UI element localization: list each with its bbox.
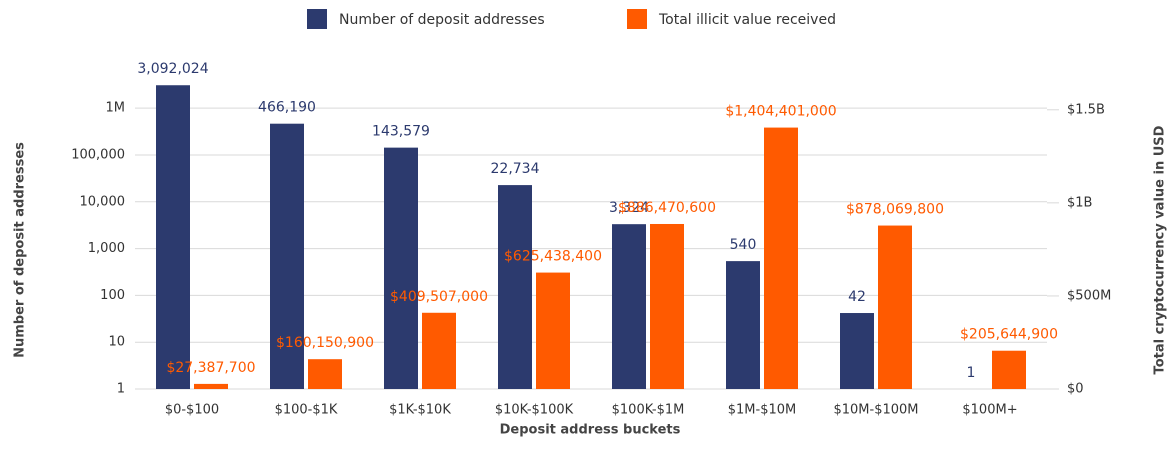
bar	[384, 147, 418, 389]
y2-tick-label: $0	[1067, 382, 1084, 397]
data-label: 22,734	[491, 161, 540, 177]
x-tick-label: $1K-$10K	[389, 403, 451, 418]
y-tick-label: 1M	[106, 101, 126, 116]
data-label: $886,470,600	[618, 200, 716, 216]
data-label: 1	[967, 365, 976, 381]
data-label: 42	[848, 289, 866, 305]
y-tick-label: 1,000	[88, 241, 125, 256]
y-tick-label: 1	[117, 382, 125, 397]
legend-label: Number of deposit addresses	[339, 12, 545, 28]
y-tick-label: 10,000	[80, 194, 126, 209]
data-label: $160,150,900	[276, 335, 374, 351]
y2-tick-label: $500M	[1067, 288, 1111, 303]
y2-tick-label: $1B	[1067, 195, 1092, 210]
bar	[156, 85, 190, 389]
bar	[194, 383, 228, 389]
bar	[878, 225, 912, 389]
data-label: 143,579	[372, 124, 430, 140]
data-label: $27,387,700	[166, 360, 255, 376]
data-label: 466,190	[258, 100, 316, 116]
data-label: 3,092,024	[137, 61, 208, 77]
bar	[422, 312, 456, 389]
data-label: $625,438,400	[504, 249, 602, 265]
bar	[840, 313, 874, 389]
x-tick-label: $100K-$1M	[612, 403, 685, 418]
bar	[726, 261, 760, 389]
bar	[308, 359, 342, 389]
bar	[498, 185, 532, 389]
data-label: $205,644,900	[960, 327, 1058, 343]
x-tick-label: $1M-$10M	[728, 403, 796, 418]
y2-tick-label: $1.5B	[1067, 102, 1105, 117]
bar	[764, 127, 798, 389]
data-label: $1,404,401,000	[725, 104, 836, 120]
x-tick-label: $100M+	[962, 403, 1017, 418]
data-label: 3,324	[609, 200, 649, 216]
bar	[992, 350, 1026, 389]
data-label: 540	[730, 237, 757, 253]
data-label: $409,507,000	[390, 289, 488, 305]
y-tick-label: 100	[100, 288, 125, 303]
x-tick-label: $0-$100	[165, 403, 219, 418]
y-tick-label: 10	[108, 335, 125, 350]
legend-swatch	[627, 9, 647, 29]
legend-swatch	[307, 9, 327, 29]
x-tick-label: $100-$1K	[275, 403, 338, 418]
y-tick-label: 100,000	[71, 147, 125, 162]
data-label: $878,069,800	[846, 202, 944, 218]
bar	[536, 272, 570, 389]
y2-axis-title: Total cryptocurrency value in USD	[1153, 125, 1168, 374]
x-axis-title: Deposit address buckets	[500, 423, 681, 438]
bar	[612, 224, 646, 389]
bar	[270, 123, 304, 390]
y-axis-title: Number of deposit addresses	[13, 142, 28, 358]
legend-label: Total illicit value received	[658, 12, 836, 28]
x-tick-label: $10M-$100M	[833, 403, 918, 418]
x-tick-label: $10K-$100K	[495, 403, 574, 418]
bar	[650, 223, 684, 389]
